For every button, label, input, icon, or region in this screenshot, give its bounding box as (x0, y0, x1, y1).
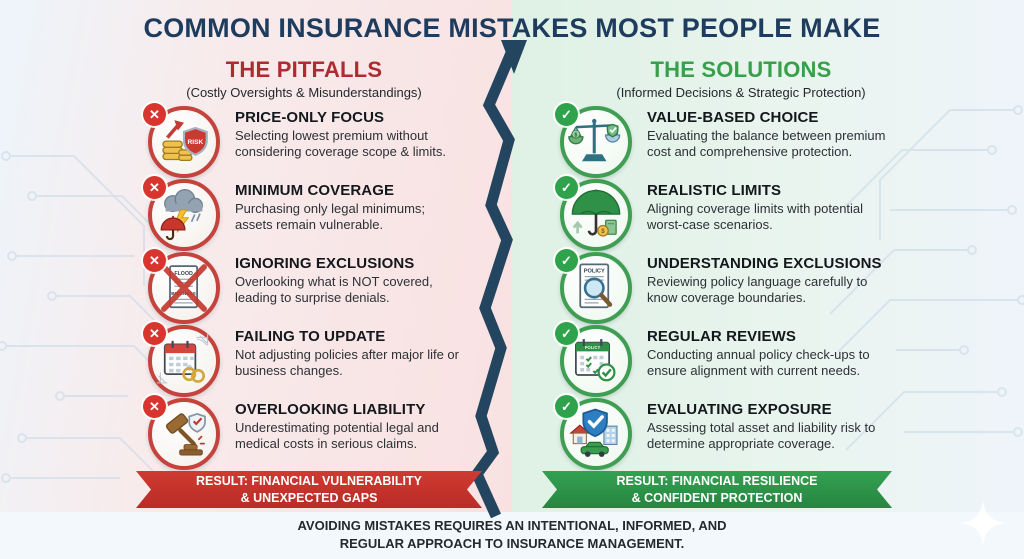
pitfalls-subheading: (Costly Oversights & Misunderstandings) (186, 85, 422, 100)
check-badge-icon: ✓ (555, 395, 578, 418)
item-icon: ✕ (143, 322, 220, 397)
solutions-list: ✓ $ VALUE-BASED CHOICE (555, 103, 889, 471)
item-title: VALUE-BASED CHOICE (647, 109, 819, 126)
balance-scale-icon: $ (568, 118, 621, 162)
item-description: Conducting annual policy check-ups to en… (647, 347, 870, 378)
policy-label: POLICY (584, 268, 605, 274)
item-description: Not adjusting policies after major life … (235, 347, 459, 378)
dollar-label: $ (601, 228, 605, 235)
check-badge-icon: ✓ (555, 322, 578, 345)
solutions-result-banner: RESULT: FINANCIAL RESILIENCE & CONFIDENT… (542, 471, 892, 508)
solutions-heading: THE SOLUTIONS (650, 57, 832, 82)
check-badge-icon: ✓ (555, 176, 578, 199)
footer-line: REGULAR APPROACH TO INSURANCE MANAGEMENT… (339, 535, 685, 551)
item-title: EVALUATING EXPOSURE (647, 401, 832, 418)
cross-badge-icon: ✕ (143, 103, 166, 126)
footer-band (0, 512, 1024, 559)
circuit-pattern-icon (829, 105, 1024, 451)
check-badge-icon: ✓ (555, 249, 578, 272)
item-description: Aligning coverage limits with potential … (647, 201, 864, 232)
policy-label: POLICY (585, 345, 601, 350)
dollar-label: $ (574, 132, 577, 138)
solutions-subheading: (Informed Decisions & Strategic Protecti… (616, 85, 866, 100)
cross-badge-icon: ✕ (143, 249, 166, 272)
footer-conclusion: AVOIDING MISTAKES REQUIRES AN INTENTIONA… (0, 517, 1024, 552)
item-description: Selecting lowest premium without conside… (235, 128, 446, 159)
pitfalls-result-banner: RESULT: FINANCIAL VULNERABILITY & UNEXPE… (136, 471, 482, 508)
item-description: Reviewing policy language carefully to k… (647, 274, 868, 305)
item-icon: ✕ (143, 176, 220, 251)
result-line: & UNEXPECTED GAPS (240, 490, 378, 505)
footer-line: AVOIDING MISTAKES REQUIRES AN INTENTIONA… (297, 518, 727, 533)
list-item: ✓ POLICY (555, 322, 889, 398)
umbrella-savings-icon: $ (571, 189, 621, 237)
pitfalls-list: ✕ RISK PRICE-ONLY FOCUS Selecting lowest… (143, 103, 461, 471)
cross-badge-icon: ✕ (143, 322, 166, 345)
item-icon: ✓ $ (555, 176, 632, 251)
item-icon: ✓ (555, 395, 632, 470)
page-title: COMMON INSURANCE MISTAKES MOST PEOPLE MA… (143, 13, 881, 43)
check-badge-icon: ✓ (555, 103, 578, 126)
pitfalls-header: THE PITFALLS (Costly Oversights & Misund… (128, 57, 480, 100)
gavel-liability-icon (165, 412, 206, 456)
list-item: ✓ POLICY UNDERSTANDING EXCLUSIONS Review… (555, 249, 889, 325)
item-description: Evaluating the balance between premium c… (647, 128, 886, 159)
item-description: Assessing total asset and liability risk… (647, 420, 876, 451)
list-item: ✕ RISK PRICE-ONLY FOCUS Selecting lowest… (143, 103, 461, 179)
list-item: ✓ (555, 395, 889, 471)
risk-shield-coins-icon: RISK (162, 120, 208, 162)
item-icon: ✓ $ (555, 103, 632, 178)
item-icon: ✕ (143, 395, 220, 470)
result-line: RESULT: FINANCIAL RESILIENCE (616, 474, 818, 489)
item-title: REALISTIC LIMITS (647, 182, 782, 199)
risk-label: RISK (188, 139, 204, 146)
item-title: MINIMUM COVERAGE (235, 182, 395, 199)
policy-magnifier-icon: POLICY (579, 263, 613, 309)
solutions-header: THE SOLUTIONS (Informed Decisions & Stra… (562, 57, 920, 100)
item-icon: ✕ RISK (143, 103, 220, 178)
list-item: ✕ (143, 322, 461, 398)
item-description: Underestimating potential legal and medi… (235, 420, 439, 451)
item-title: REGULAR REVIEWS (647, 328, 797, 345)
outdated-calendar-rings-icon (156, 333, 209, 384)
flood-label: FLOOD (174, 271, 193, 277)
item-description: Purchasing only legal minimums; assets r… (235, 201, 426, 232)
calendar-checkup-icon: POLICY (575, 339, 616, 382)
business-label: BUSINESS (171, 291, 196, 297)
result-line: & CONFIDENT PROTECTION (631, 490, 803, 505)
storm-cloud-umbrella-icon (160, 188, 204, 241)
item-title: OVERLOOKING LIABILITY (235, 401, 426, 418)
item-description: Overlooking what is NOT covered, leading… (235, 274, 433, 305)
cross-badge-icon: ✕ (143, 176, 166, 199)
item-icon: ✓ POLICY (555, 249, 632, 324)
item-title: PRICE-ONLY FOCUS (235, 109, 385, 126)
list-item: ✕ FLOOD BUSINESS IGNORIN (143, 249, 461, 325)
zigzag-divider (470, 40, 527, 519)
item-title: UNDERSTANDING EXCLUSIONS (647, 255, 882, 272)
item-icon: ✓ POLICY (555, 322, 632, 397)
list-item: ✓ $ VALUE-BASED CHOICE (555, 103, 889, 179)
list-item: ✕ MINIMUM COVERAGE Purcha (143, 176, 461, 252)
item-icon: ✕ FLOOD BUSINESS (143, 249, 220, 324)
crossed-document-icon: FLOOD BUSINESS (161, 264, 207, 312)
list-item: ✕ OVERLOOKING LIABILITY Und (143, 395, 461, 471)
item-title: IGNORING EXCLUSIONS (235, 255, 415, 272)
asset-shield-icon (569, 408, 618, 457)
pitfalls-heading: THE PITFALLS (225, 57, 383, 82)
cross-badge-icon: ✕ (143, 395, 166, 418)
item-title: FAILING TO UPDATE (235, 328, 386, 345)
sparkle-icon (961, 501, 1005, 545)
list-item: ✓ $ REALISTIC LIMITS Aligning coverage l… (555, 176, 889, 252)
result-line: RESULT: FINANCIAL VULNERABILITY (196, 474, 422, 489)
